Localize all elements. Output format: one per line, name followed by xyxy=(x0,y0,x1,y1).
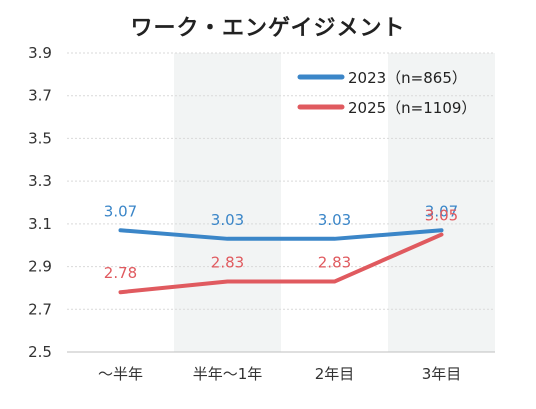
data-label: 3.03 xyxy=(211,211,244,229)
y-tick-label: 3.9 xyxy=(28,44,52,62)
data-label: 2.83 xyxy=(318,254,351,272)
shaded-band xyxy=(388,53,495,352)
data-label: 2.83 xyxy=(211,254,244,272)
data-label: 3.07 xyxy=(425,202,458,220)
legend-label: 2023（n=865） xyxy=(348,69,467,87)
series-line-1 xyxy=(118,228,444,241)
x-tick-label: 〜半年 xyxy=(98,365,143,383)
y-tick-label: 3.7 xyxy=(28,87,52,105)
legend-label: 2025（n=1109） xyxy=(348,99,476,117)
y-tick-label: 2.7 xyxy=(28,300,52,318)
y-tick-label: 2.9 xyxy=(28,258,52,276)
x-tick-label: 半年〜1年 xyxy=(193,365,263,383)
chart-title: ワーク・エンゲイジメント xyxy=(130,16,406,41)
data-label: 3.07 xyxy=(104,202,137,220)
series-line-2 xyxy=(118,232,444,295)
y-tick-label: 3.5 xyxy=(28,129,52,147)
y-tick-label: 3.1 xyxy=(28,215,52,233)
x-tick-label: 3年目 xyxy=(422,365,462,383)
x-tick-label: 2年目 xyxy=(315,365,355,383)
data-label: 3.05 xyxy=(425,207,458,225)
data-label: 2.78 xyxy=(104,264,137,282)
shaded-band xyxy=(174,53,281,352)
data-label: 3.03 xyxy=(318,211,351,229)
y-tick-label: 2.5 xyxy=(28,343,52,361)
y-tick-label: 3.3 xyxy=(28,172,52,190)
